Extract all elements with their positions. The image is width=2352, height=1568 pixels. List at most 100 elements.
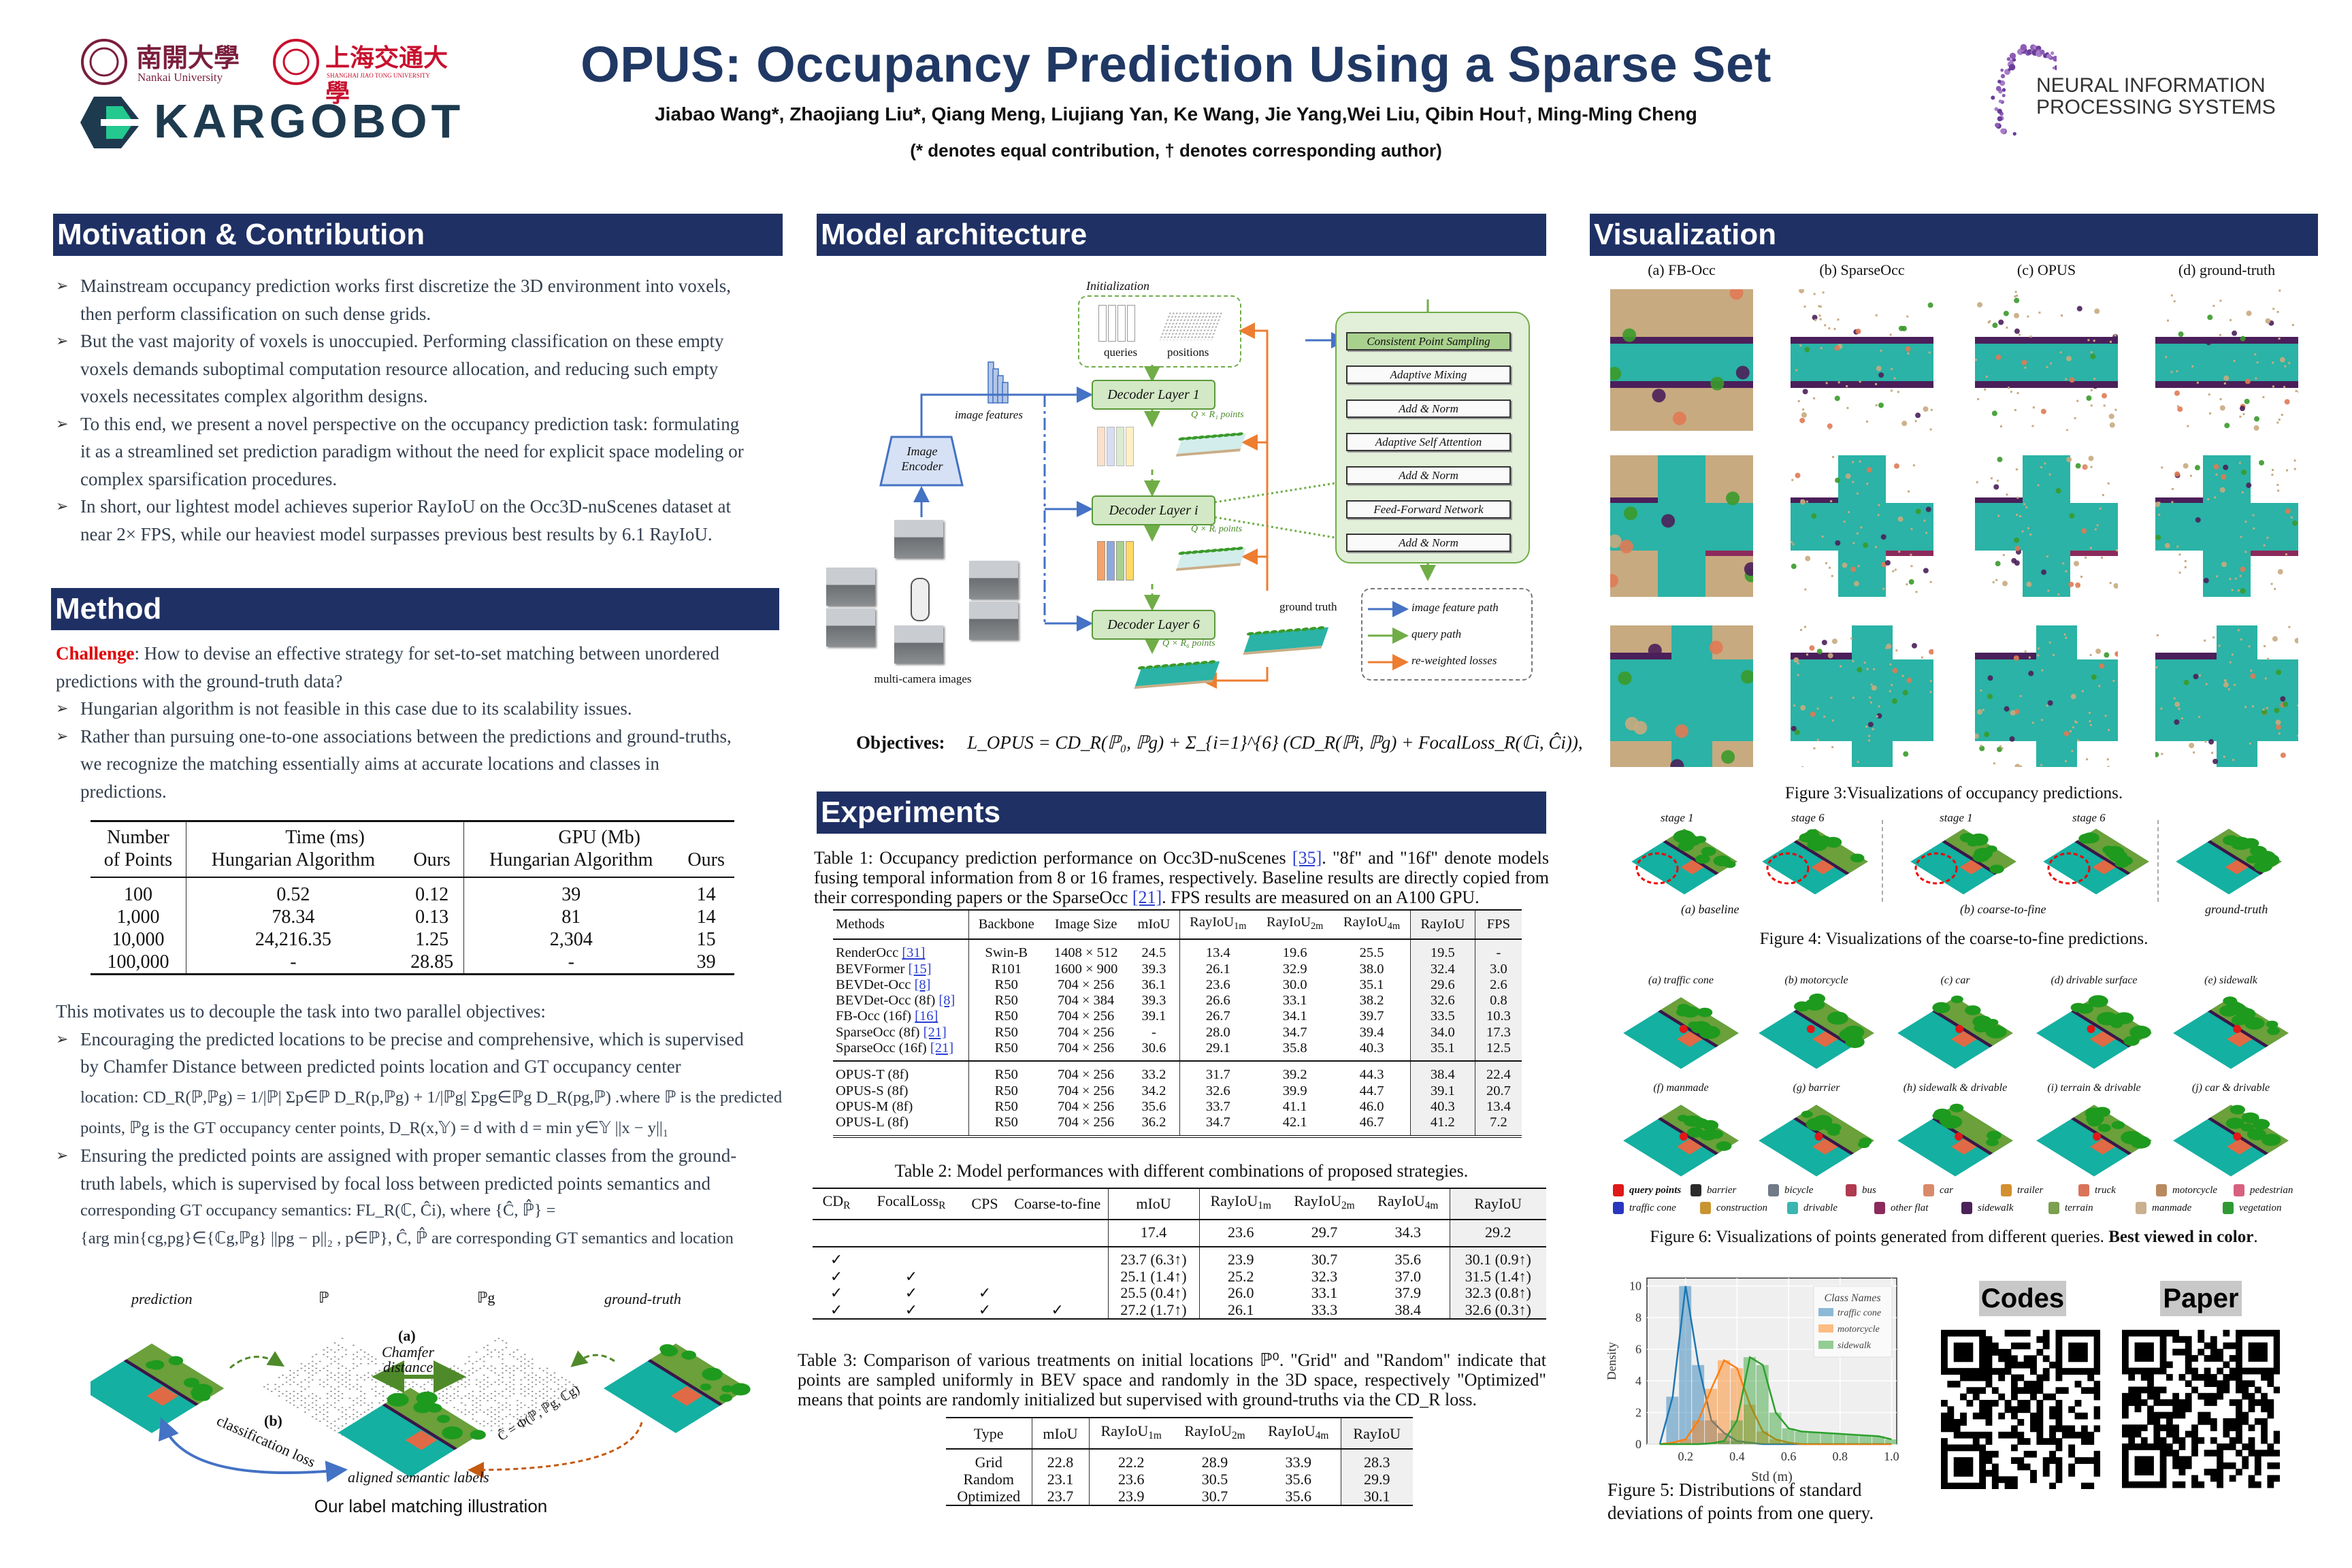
qr-module [2017,1374,2025,1382]
qr-module [2236,1469,2242,1475]
qr-module [2166,1418,2173,1425]
qr-module [1991,1387,1999,1394]
point [483,1411,485,1414]
point [304,1369,307,1372]
qr-module [2074,1368,2082,1375]
point [490,1351,493,1353]
qr-module [2010,1476,2018,1484]
qr-module [2068,1463,2076,1471]
point [512,1351,515,1353]
qr-module [2236,1355,2242,1362]
qr-module [1991,1482,1999,1489]
paper-qr-code[interactable] [2122,1330,2280,1489]
qr-module [2068,1425,2076,1433]
point [561,1377,564,1379]
table-cell: 34.2 [1141,1083,1166,1098]
noise-point [1857,760,1859,763]
noise-point [1829,427,1831,429]
point [337,1372,340,1374]
column-header: RayIoU1m [1088,1418,1173,1449]
noise-point [2090,351,2093,354]
point [304,1411,307,1414]
qr-module [1960,1469,1967,1477]
point [344,1414,348,1416]
qr-module [1979,1463,1987,1471]
point [404,1386,407,1388]
table-row: SparseOcc (16f) [21] R50 704 × 256 30.6 29.1… [833,1041,1522,1062]
qr-module [2030,1450,2037,1458]
noise-point [2285,553,2287,556]
vegetation [2246,855,2259,864]
noise-point [2027,527,2029,529]
qr-module [2248,1355,2255,1362]
noise-point [1923,519,1926,522]
column-header-text: FocalLoss [877,1192,939,1209]
noise-point [1890,389,1893,392]
voxel-cluster [2069,377,2075,383]
query-points [1679,1025,1688,1033]
qr-module [2153,1424,2161,1431]
qr-module [2159,1355,2167,1362]
voxel-cluster [2279,357,2285,363]
codes-qr-code[interactable] [1941,1330,2100,1489]
noise-point [2101,557,2104,559]
sidewalk [1975,381,2118,388]
noise-point [2086,758,2089,761]
bullet-item: ➢ Ensuring the predicted points are assig… [56,1142,784,1252]
qr-module [2172,1336,2180,1343]
histogram-bar [1769,1412,1782,1444]
point [471,1372,474,1374]
noise-point [1870,683,1873,686]
table-cell: 35.8 [1282,1041,1307,1056]
histogram-bar [1833,1433,1846,1444]
query-points-image [1897,995,2013,1069]
qr-module [2172,1399,2180,1406]
occupancy-bev-image [1791,455,1933,597]
vegetation [387,1392,409,1407]
qr-module [2017,1399,2025,1407]
qr-module [1953,1349,1961,1356]
table-cell: ✓ [904,1267,918,1285]
method-cell: SparseOcc (16f) [21] [833,1041,969,1061]
point [359,1358,363,1360]
qr-module [2178,1443,2186,1450]
voxel-cluster [2250,673,2256,679]
noise-point [2044,462,2046,465]
motivation-bullets: ➢ Mainstream occupancy prediction works f… [56,272,784,548]
qr-module [1998,1349,2006,1356]
noise-point [2211,751,2214,754]
histogram-bar [1705,1388,1718,1444]
neurips-dot [2009,52,2016,59]
noise-point [2090,389,2093,391]
point [293,1377,295,1379]
query-points [2233,1132,2242,1141]
point [363,1402,366,1404]
point [442,1399,444,1402]
noise-point [2216,575,2219,578]
noise-point [2089,711,2091,714]
legend-label: traffic cone [1629,1202,1676,1213]
point [333,1388,336,1390]
noise-point [1801,766,1804,767]
noise-point [2209,412,2212,414]
qr-module [2055,1368,2063,1375]
noise-point [2171,501,2174,504]
point [308,1386,310,1388]
column-header-subscript: 2m [1341,1200,1355,1211]
table-cell: 100,000 [107,951,169,973]
qr-module [2166,1450,2173,1457]
points-i-label: Q × Rᵢ points [1191,524,1243,534]
point [508,1395,512,1397]
noise-point [2021,530,2024,533]
coarse-to-fine-image [1631,828,1737,895]
point [490,1420,493,1422]
point [304,1388,307,1390]
point [490,1356,493,1358]
legend-swatch-icon [1613,1184,1624,1196]
qr-module [1941,1469,1948,1477]
point [314,1418,318,1420]
qr-module [2210,1373,2217,1381]
positions-point-cloud [1158,312,1224,340]
qr-module [2159,1411,2167,1419]
qr-module [2068,1342,2076,1350]
